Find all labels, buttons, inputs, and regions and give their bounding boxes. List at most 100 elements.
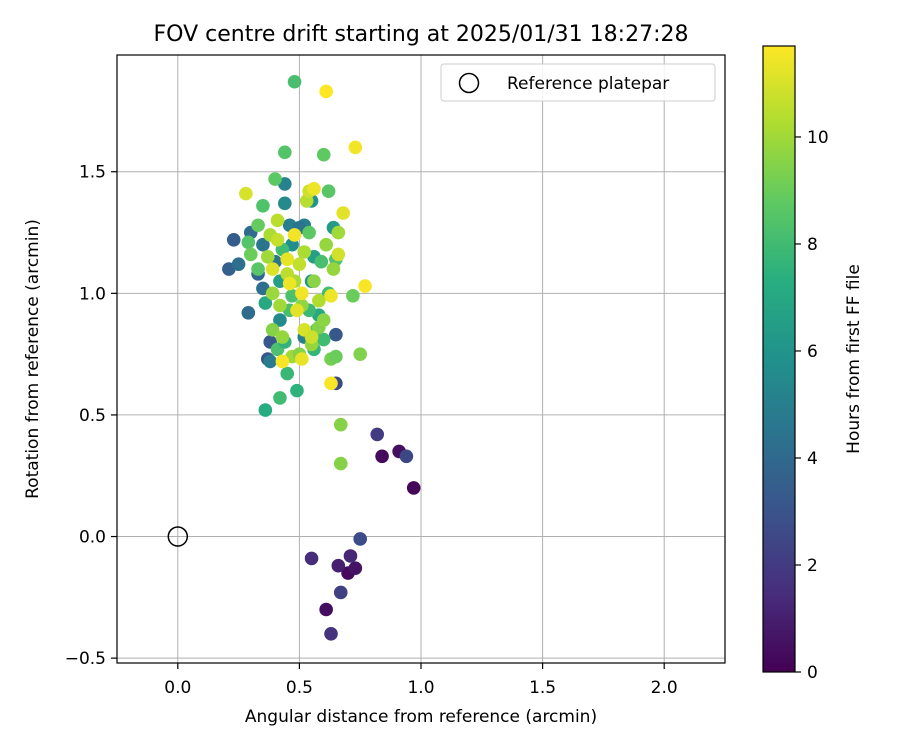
data-point: [321, 184, 336, 198]
data-points: [222, 74, 421, 641]
data-point: [256, 198, 270, 213]
chart-title: FOV centre drift starting at 2025/01/31 …: [154, 22, 689, 47]
x-tick-label: 0.5: [286, 678, 313, 698]
colorbar-gradient: [762, 45, 796, 673]
x-tick-label: 1.0: [407, 678, 434, 698]
data-point: [278, 196, 292, 211]
data-point: [331, 247, 346, 262]
data-point: [270, 213, 285, 228]
data-point: [239, 186, 253, 201]
data-point: [406, 481, 421, 495]
data-point: [316, 313, 331, 327]
data-point: [302, 225, 316, 240]
data-point: [278, 145, 292, 160]
data-point: [251, 262, 265, 276]
data-point: [295, 352, 309, 366]
data-point: [290, 303, 304, 318]
data-point: [290, 383, 304, 398]
data-point: [336, 206, 350, 220]
legend-entry-reference-platepar: Reference platepar: [507, 74, 669, 94]
colorbar-tick-label: 10: [807, 128, 829, 148]
data-point: [353, 532, 368, 546]
data-point: [241, 235, 256, 250]
data-point: [282, 276, 297, 291]
grid: [117, 55, 725, 663]
x-axis-label: Angular distance from reference (arcmin): [245, 707, 597, 727]
data-point: [324, 627, 338, 641]
data-point: [343, 549, 358, 563]
data-point: [326, 262, 341, 276]
x-tick-label: 0.0: [164, 678, 191, 698]
y-tick-label: 0.5: [79, 406, 106, 426]
colorbar-tick-label: 2: [807, 556, 818, 576]
data-point: [241, 305, 256, 320]
data-point: [273, 391, 287, 405]
data-point: [273, 298, 287, 313]
colorbar-tick-label: 8: [807, 235, 818, 255]
data-point: [280, 366, 295, 381]
axis-ticks: 0.0 0.5 1.0 1.5 2.0 −0.5 0.0 0.5 1.0 1.5: [65, 163, 678, 698]
data-point: [292, 257, 307, 271]
data-point: [243, 247, 258, 262]
colorbar-tick-label: 6: [807, 342, 818, 362]
data-point: [331, 225, 346, 240]
data-point: [263, 354, 278, 369]
data-point: [280, 252, 295, 267]
colorbar-ticks: 0 2 4 6 8 10: [795, 128, 829, 683]
data-point: [319, 602, 333, 617]
colorbar-tick-label: 4: [807, 449, 818, 469]
data-point: [307, 181, 321, 196]
data-point: [304, 551, 319, 566]
data-point: [319, 84, 333, 99]
data-point: [260, 250, 275, 264]
data-point: [258, 296, 273, 310]
data-point: [265, 323, 280, 337]
y-tick-label: 0.0: [79, 528, 106, 548]
data-point: [329, 327, 343, 342]
data-point: [231, 257, 246, 271]
colorbar-label: Hours from first FF file: [844, 264, 864, 454]
data-point: [333, 456, 348, 471]
data-point: [314, 254, 329, 269]
y-tick-label: 1.0: [79, 284, 106, 304]
data-point: [333, 585, 348, 600]
colorbar: 0 2 4 6 8 10 Hours from first FF file: [762, 45, 864, 683]
data-point: [270, 233, 285, 247]
y-tick-label: −0.5: [65, 649, 106, 669]
x-tick-label: 1.5: [529, 678, 556, 698]
data-point: [273, 313, 287, 327]
data-point: [316, 332, 331, 347]
data-point: [375, 449, 389, 464]
data-point: [370, 427, 385, 442]
data-point: [353, 347, 368, 361]
data-point: [251, 218, 265, 233]
reference-point-marker: [167, 526, 189, 547]
data-point: [265, 286, 280, 301]
data-point: [226, 233, 241, 247]
data-point: [256, 237, 270, 252]
data-point: [287, 228, 302, 242]
data-point: [329, 349, 343, 364]
data-point: [265, 262, 280, 276]
data-point: [297, 245, 312, 259]
data-point: [268, 172, 282, 186]
x-tick-label: 2.0: [651, 678, 678, 698]
data-point: [304, 330, 319, 344]
data-point: [287, 74, 302, 89]
data-point: [324, 376, 338, 391]
y-tick-label: 1.5: [79, 163, 106, 183]
legend: Reference platepar: [440, 63, 716, 102]
data-point: [346, 288, 360, 303]
data-point: [319, 237, 333, 252]
data-point: [331, 558, 346, 573]
colorbar-tick-label: 0: [807, 663, 818, 683]
legend-marker: [458, 72, 480, 94]
data-point: [295, 286, 309, 301]
data-point: [316, 147, 331, 162]
data-point: [324, 288, 338, 303]
data-point: [275, 330, 290, 344]
data-point: [399, 449, 414, 464]
data-point: [358, 279, 372, 293]
data-point: [307, 274, 321, 288]
